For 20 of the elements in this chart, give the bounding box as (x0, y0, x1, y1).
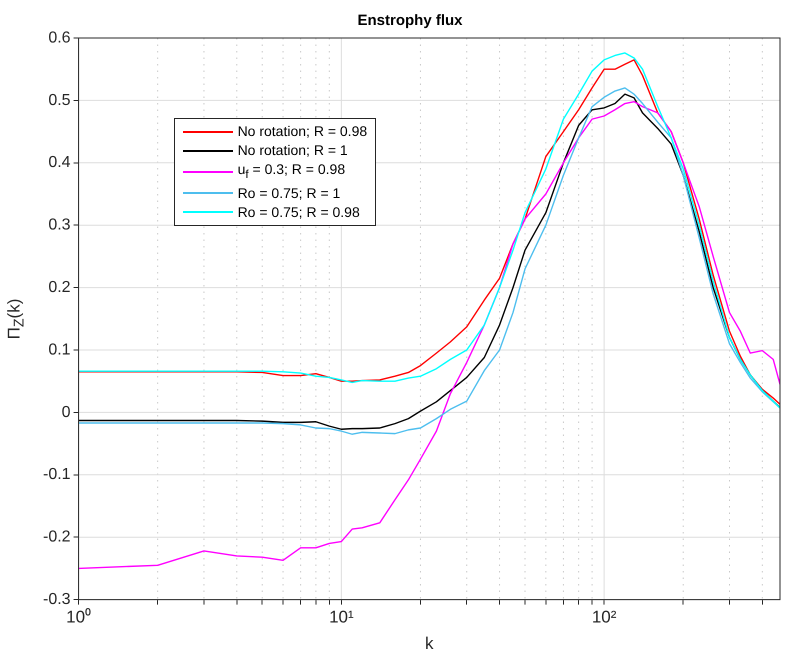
legend-label: No rotation; R = 1 (238, 141, 348, 160)
y-tick-label: 0.3 (48, 216, 71, 234)
y-tick-label: 0.1 (48, 341, 71, 358)
y-tick-label: 0.6 (48, 29, 71, 46)
y-tick-label: 0.5 (48, 92, 71, 109)
y-tick-label: 0 (62, 404, 71, 421)
x-axis-title: k (425, 634, 434, 654)
y-tick-label: -0.2 (42, 528, 71, 546)
legend-label: Ro = 0.75; R = 1 (238, 184, 340, 203)
x-tick-label: 10² (592, 607, 617, 626)
y-tick-label: -0.1 (42, 466, 71, 484)
legend-label: No rotation; R = 0.98 (238, 122, 368, 141)
y-tick-label: 0.4 (48, 154, 71, 172)
y-tick-label: -0.3 (42, 591, 71, 608)
chart-title: Enstrophy flux (357, 12, 464, 30)
y-tick-label: 0.2 (48, 279, 71, 296)
x-tick-label: 10⁰ (66, 607, 92, 626)
legend-label: u$_{f}$ = 0.3; R = 0.98 (238, 160, 346, 183)
x-tick-label: 10¹ (329, 607, 354, 626)
legend-label: Ro = 0.75; R = 0.98 (238, 202, 360, 222)
